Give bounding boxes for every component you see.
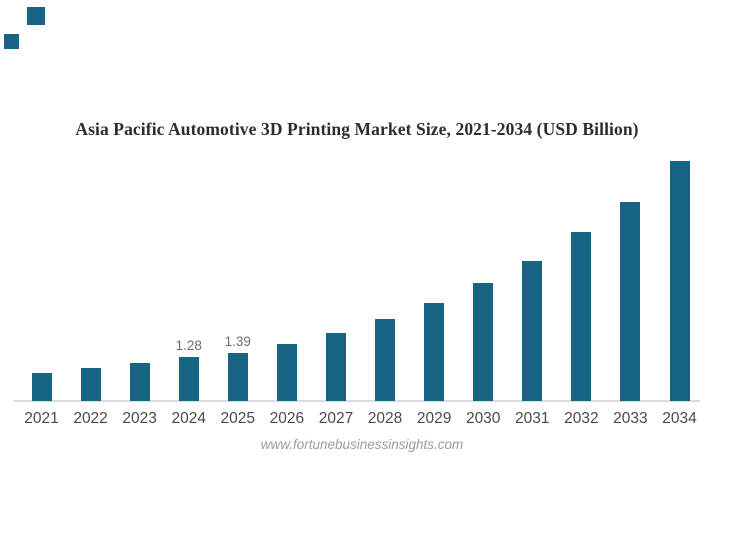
bar xyxy=(620,202,641,401)
chart-title: Asia Pacific Automotive 3D Printing Mark… xyxy=(75,119,639,139)
x-tick-label: 2033 xyxy=(613,410,648,427)
bar xyxy=(178,357,199,401)
x-tick-label: 2022 xyxy=(73,410,108,427)
bar xyxy=(227,353,248,401)
bar xyxy=(522,261,543,401)
logo-square-icon xyxy=(27,7,45,25)
x-tick-label: 2032 xyxy=(564,410,599,427)
logo-square-icon xyxy=(4,34,19,49)
x-tick-label: 2027 xyxy=(318,410,354,427)
x-tick-label: 2026 xyxy=(269,410,305,427)
x-tick-label: 2034 xyxy=(662,410,697,427)
x-tick-label: 2021 xyxy=(24,410,59,427)
bar xyxy=(31,373,52,401)
x-tick-label: 2025 xyxy=(220,410,256,427)
bar xyxy=(375,319,396,401)
bar-value-label: 1.39 xyxy=(224,334,251,349)
x-tick-label: 2024 xyxy=(171,410,206,427)
bar xyxy=(325,333,346,401)
plot-area: 2021 2022 2023 1.28 2024 1.39 2025 2026 2027 2028… xyxy=(14,143,700,427)
x-tick-label: 2029 xyxy=(416,410,452,427)
x-tick-label: 2028 xyxy=(367,410,403,427)
x-tick-label: 2023 xyxy=(122,410,157,427)
bar xyxy=(424,303,445,401)
bar-value-label: 1.28 xyxy=(175,338,202,353)
x-axis-line xyxy=(14,400,700,402)
bar xyxy=(80,368,101,401)
x-tick-label: 2031 xyxy=(515,410,550,427)
bar xyxy=(571,232,592,401)
source-watermark: www.fortunebusinessinsights.com xyxy=(260,437,464,452)
bar xyxy=(473,283,494,401)
bar xyxy=(129,363,150,401)
bar xyxy=(669,161,690,401)
bar xyxy=(276,344,297,401)
x-tick-label: 2030 xyxy=(465,410,501,427)
